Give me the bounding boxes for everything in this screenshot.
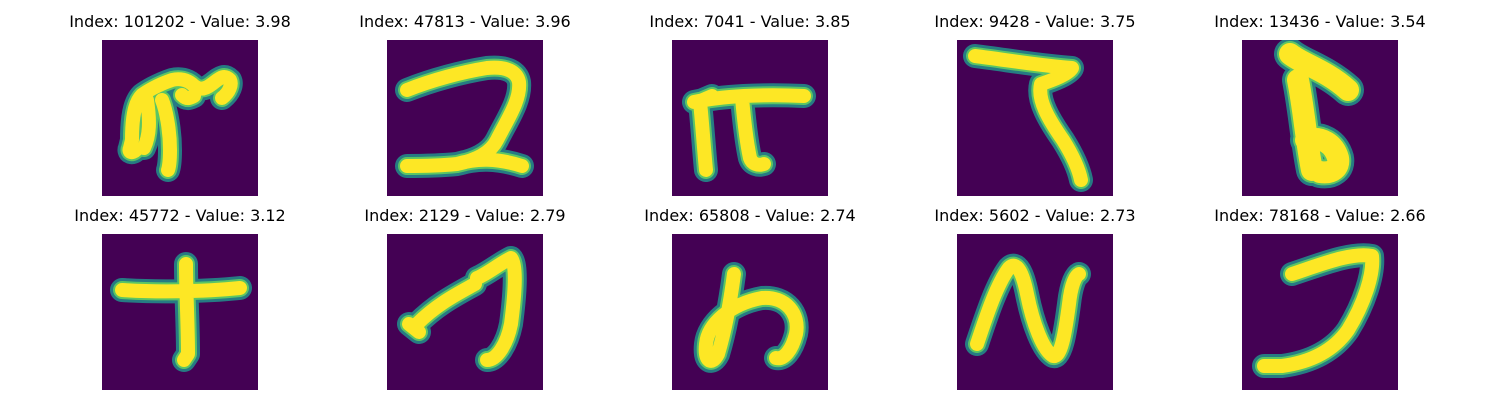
glyph-stroke	[400, 60, 529, 173]
handwritten-glyph-image	[387, 234, 543, 390]
glyph-stroke	[402, 251, 522, 367]
handwritten-glyph-image	[957, 40, 1113, 196]
panel-title: Index: 65808 - Value: 2.74	[644, 206, 856, 225]
panel-title: Index: 5602 - Value: 2.73	[934, 206, 1136, 225]
handwritten-glyph-image	[957, 234, 1113, 390]
glyph-stroke	[1257, 248, 1380, 373]
handwritten-glyph-image	[102, 234, 258, 390]
glyph-stroke	[115, 257, 247, 367]
glyph-stroke	[970, 258, 1086, 363]
glyph-stroke	[698, 267, 804, 368]
handwritten-glyph-image	[672, 234, 828, 390]
panel-title: Index: 78168 - Value: 2.66	[1214, 206, 1426, 225]
glyph-stroke	[687, 88, 811, 177]
handwritten-glyph-image	[1242, 40, 1398, 196]
handwritten-glyph-image	[387, 40, 543, 196]
handwritten-glyph-image	[102, 40, 258, 196]
glyph-stroke	[968, 49, 1088, 187]
handwritten-glyph-image	[1242, 234, 1398, 390]
panel-title: Index: 47813 - Value: 3.96	[359, 12, 571, 31]
glyph-stroke	[1279, 43, 1359, 184]
panel-title: Index: 13436 - Value: 3.54	[1214, 12, 1426, 31]
panel-title: Index: 45772 - Value: 3.12	[74, 206, 286, 225]
handwritten-glyph-image	[672, 40, 828, 196]
panel-title: Index: 2129 - Value: 2.79	[364, 206, 566, 225]
panel-title: Index: 101202 - Value: 3.98	[69, 12, 291, 31]
glyph-stroke	[122, 70, 238, 177]
panel-title: Index: 9428 - Value: 3.75	[934, 12, 1136, 31]
panel-title: Index: 7041 - Value: 3.85	[649, 12, 851, 31]
